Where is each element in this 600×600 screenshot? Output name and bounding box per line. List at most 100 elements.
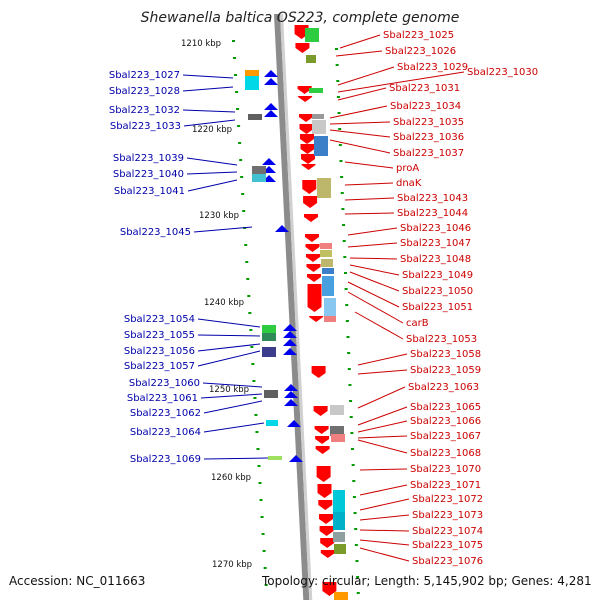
annotation-box [245, 70, 259, 78]
forward-gene-arrow [297, 86, 312, 94]
forward-gene-arrow [299, 114, 313, 122]
forward-gene-arrow [298, 96, 313, 102]
scale-tick [353, 512, 357, 514]
scale-tick [236, 108, 240, 110]
forward-label-leader [357, 406, 408, 426]
forward-gene-label: Sbal223_1043 [397, 193, 468, 204]
reverse-gene-arrow [284, 384, 298, 391]
scale-tick [336, 96, 340, 98]
scale-tick [253, 397, 257, 399]
scale-tick [241, 193, 245, 195]
reverse-label-leader [197, 350, 261, 367]
label-layer: 1210 kbp 1220 kbp 1230 kbp 1240 kbp 1250 kbp… [109, 30, 538, 570]
scale-tick [335, 48, 338, 50]
forward-gene-label: Sbal223_1065 [410, 402, 481, 413]
annotation-box [312, 114, 324, 119]
forward-label-leader [349, 271, 400, 292]
forward-gene-arrow [315, 446, 330, 454]
reverse-gene-label: Sbal223_1056 [124, 346, 195, 357]
forward-gene-label: Sbal223_1076 [412, 556, 483, 567]
forward-gene-arrow [300, 144, 315, 154]
scale-tick [336, 80, 340, 82]
scale-tick [338, 128, 342, 130]
scale-label: 1210 kbp [181, 39, 221, 49]
forward-gene-label: dnaK [396, 178, 422, 189]
forward-gene-arrow [307, 284, 322, 312]
reverse-gene-arrow [264, 70, 278, 77]
forward-gene-label: Sbal223_1026 [385, 46, 456, 57]
forward-label-leader [357, 435, 408, 439]
scale-tick [263, 567, 267, 569]
forward-gene-label: Sbal223_1025 [383, 30, 454, 41]
topology-text: Topology: circular; Length: 5,145,902 bp… [262, 574, 592, 588]
reverse-gene-label: Sbal223_1027 [109, 70, 180, 81]
forward-label-leader [359, 468, 408, 471]
forward-gene-label: Sbal223_1075 [412, 540, 483, 551]
reverse-gene-label: Sbal223_1062 [130, 408, 201, 419]
annotation-box [252, 166, 266, 174]
scale-tick [254, 414, 258, 416]
forward-gene-label: Sbal223_1051 [402, 302, 473, 313]
forward-label-leader [344, 182, 394, 186]
scale-tick [348, 384, 352, 386]
scale-tick [349, 416, 353, 418]
forward-label-leader [359, 539, 410, 546]
forward-gene-arrow [295, 43, 310, 53]
forward-label-leader [337, 66, 395, 86]
reverse-label-leader [182, 86, 234, 92]
reverse-label-leader [203, 457, 269, 460]
forward-label-leader [329, 105, 388, 119]
backbone-layer [232, 14, 360, 600]
reverse-gene-arrow [262, 158, 276, 165]
reverse-gene-arrow [284, 399, 298, 406]
annotation-box [334, 544, 346, 554]
forward-gene-arrow [302, 180, 317, 194]
forward-label-leader [344, 197, 395, 201]
forward-gene-label: Sbal223_1067 [410, 431, 481, 442]
annotation-box [262, 325, 276, 333]
reverse-gene-arrow [264, 78, 278, 85]
scale-tick [240, 176, 244, 178]
annotation-box [324, 316, 336, 322]
scale-label: 1250 kbp [209, 385, 249, 395]
scale-tick [344, 288, 348, 290]
scale-tick [350, 432, 354, 434]
scale-tick [354, 544, 358, 546]
scale-tick [340, 192, 344, 194]
forward-label-leader [357, 369, 408, 375]
scale-tick [251, 363, 255, 365]
scale-tick [256, 448, 260, 450]
scale-tick [352, 480, 356, 482]
reverse-label-leader [200, 393, 263, 399]
scale-tick [233, 57, 237, 59]
scale-tick [351, 464, 355, 466]
forward-gene-arrow [306, 264, 321, 272]
forward-gene-arrow [319, 514, 333, 524]
forward-label-leader [347, 242, 398, 248]
forward-gene-arrow [301, 154, 315, 164]
scale-tick [250, 346, 254, 348]
accession-text: Accession: NC_011663 [9, 574, 146, 588]
forward-gene-label: Sbal223_1074 [412, 526, 483, 537]
annotation-box [252, 174, 266, 182]
forward-label-leader [349, 264, 400, 276]
annotation-box [264, 390, 278, 398]
annotation-box [262, 333, 276, 341]
reverse-gene-arrow [264, 110, 278, 117]
annotation-box [324, 298, 336, 316]
forward-gene-label: Sbal223_1035 [393, 117, 464, 128]
scale-tick [338, 144, 342, 146]
forward-gene-label: Sbal223_1030 [467, 67, 538, 78]
reverse-gene-label: Sbal223_1061 [127, 393, 198, 404]
scale-tick [261, 533, 265, 535]
forward-gene-label: Sbal223_1066 [410, 416, 481, 427]
forward-gene-label: Sbal223_1050 [402, 286, 473, 297]
reverse-label-leader [202, 382, 263, 388]
scale-tick [343, 256, 347, 258]
feature-layer [245, 25, 348, 600]
forward-gene-label: carB [406, 318, 429, 329]
genome-backbone-shade [280, 14, 313, 600]
annotation-box [268, 456, 282, 460]
forward-label-leader [357, 353, 408, 366]
scale-tick [258, 482, 262, 484]
